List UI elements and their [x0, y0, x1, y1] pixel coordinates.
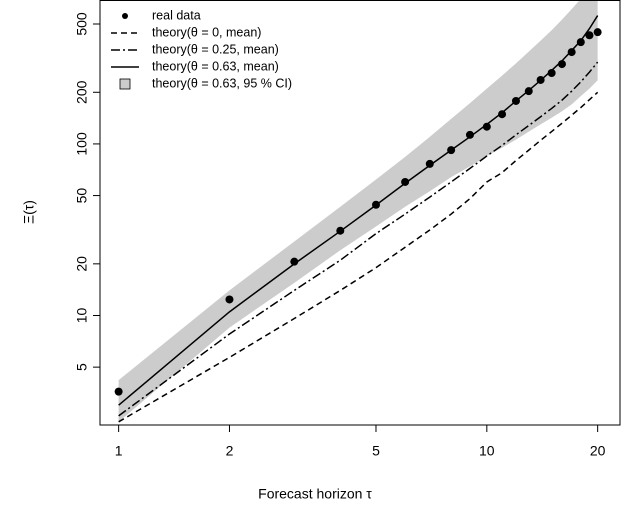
data-point [567, 48, 576, 57]
data-point [576, 38, 585, 47]
legend-symbol [122, 13, 128, 19]
legend-label: theory(θ = 0.25, mean) [152, 42, 279, 56]
data-point [585, 31, 594, 40]
x-tick-label: 5 [372, 443, 380, 459]
data-point [290, 257, 299, 266]
legend-label: theory(θ = 0, mean) [152, 25, 261, 39]
data-point [511, 96, 520, 105]
legend-label: theory(θ = 0.63, mean) [152, 59, 279, 73]
ci-band [118, 0, 598, 422]
data-point [593, 28, 602, 37]
data-point [114, 387, 123, 396]
line [118, 91, 599, 423]
y-tick-label: 10 [74, 307, 90, 323]
data-point [498, 110, 507, 119]
y-axis-title: Ξ(τ) [21, 200, 37, 224]
data-point [465, 130, 474, 139]
line [118, 61, 599, 417]
x-tick-label: 1 [115, 443, 123, 459]
data-point [336, 226, 345, 235]
y-tick-label: 50 [74, 188, 90, 204]
y-tick-label: 100 [74, 132, 90, 156]
x-tick-label: 20 [590, 443, 606, 459]
legend-label: theory(θ = 0.63, 95 % CI) [152, 76, 292, 90]
data-point [425, 159, 434, 168]
y-tick-label: 500 [74, 12, 90, 36]
data-point [536, 75, 545, 84]
x-tick-label: 2 [226, 443, 234, 459]
x-tick-label: 10 [479, 443, 495, 459]
data-point [225, 295, 234, 304]
data-point [371, 200, 380, 209]
x-axis-title: Forecast horizon τ [258, 486, 372, 502]
y-tick-label: 20 [74, 256, 90, 272]
data-point [547, 69, 556, 78]
data-point [401, 177, 410, 186]
y-tick-label: 5 [74, 363, 90, 371]
data-point [557, 60, 566, 69]
data-point [447, 146, 456, 155]
data-point [524, 87, 533, 96]
y-tick-label: 200 [74, 80, 90, 104]
plot-area [114, 0, 602, 423]
data-point [482, 122, 491, 131]
legend-symbol [119, 78, 131, 90]
legend-label: real data [152, 8, 201, 22]
plot-frame [99, 0, 621, 426]
